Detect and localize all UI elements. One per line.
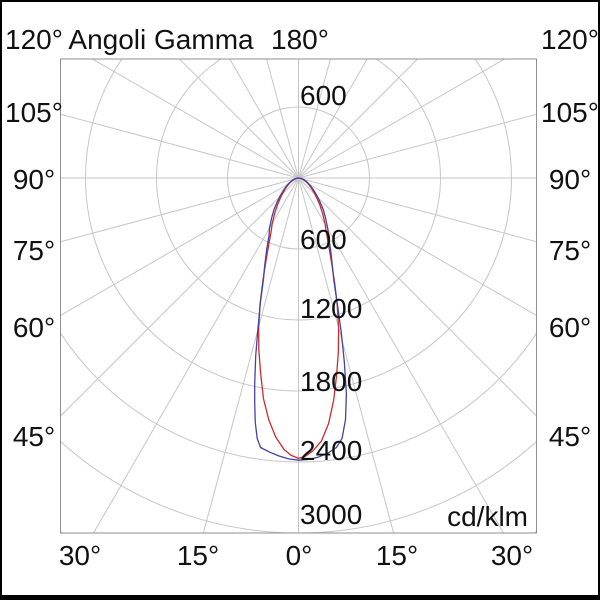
gamma-label-top-left: 120° [5,24,63,55]
gamma-label-bottom-15r: 15° [375,540,419,571]
intensity-curves [254,177,348,461]
gamma-label-right-90: 90° [548,164,592,195]
ring-label-2400: 2400 [300,435,363,466]
ring-label-3000: 3000 [300,499,363,530]
gamma-label-right-60: 60° [548,312,592,343]
gamma-label-left-60: 60° [12,312,56,343]
ring-label-600: 600 [300,224,347,255]
gamma-label-bottom-30l: 30° [58,540,102,571]
gamma-label-bottom-15l: 15° [176,540,220,571]
gamma-label-left-105: 105° [5,97,63,128]
gamma-label-right-105: 105° [541,97,599,128]
gamma-label-top-right: 120° [541,24,599,55]
gamma-label-bottom-30r: 30° [490,540,534,571]
curve-plane-C0-C180 [258,177,340,460]
chart-title: Angoli Gamma [68,24,254,55]
gamma-label-left-45: 45° [12,421,56,452]
ring-label-600-top: 600 [300,80,347,111]
gamma-label-top-center: 180° [271,24,329,55]
gamma-label-right-75: 75° [548,235,592,266]
gamma-label-right-45: 45° [548,421,592,452]
curve-plane-C90-C270 [254,177,348,461]
gamma-label-bottom-0: 0° [285,540,313,571]
gamma-label-left-90: 90° [12,164,56,195]
gamma-label-left-75: 75° [12,235,56,266]
ring-label-1200: 1200 [300,293,363,324]
plot-border [60,58,537,534]
ring-label-1800: 1800 [300,366,363,397]
unit-label: cd/klm [447,501,528,532]
